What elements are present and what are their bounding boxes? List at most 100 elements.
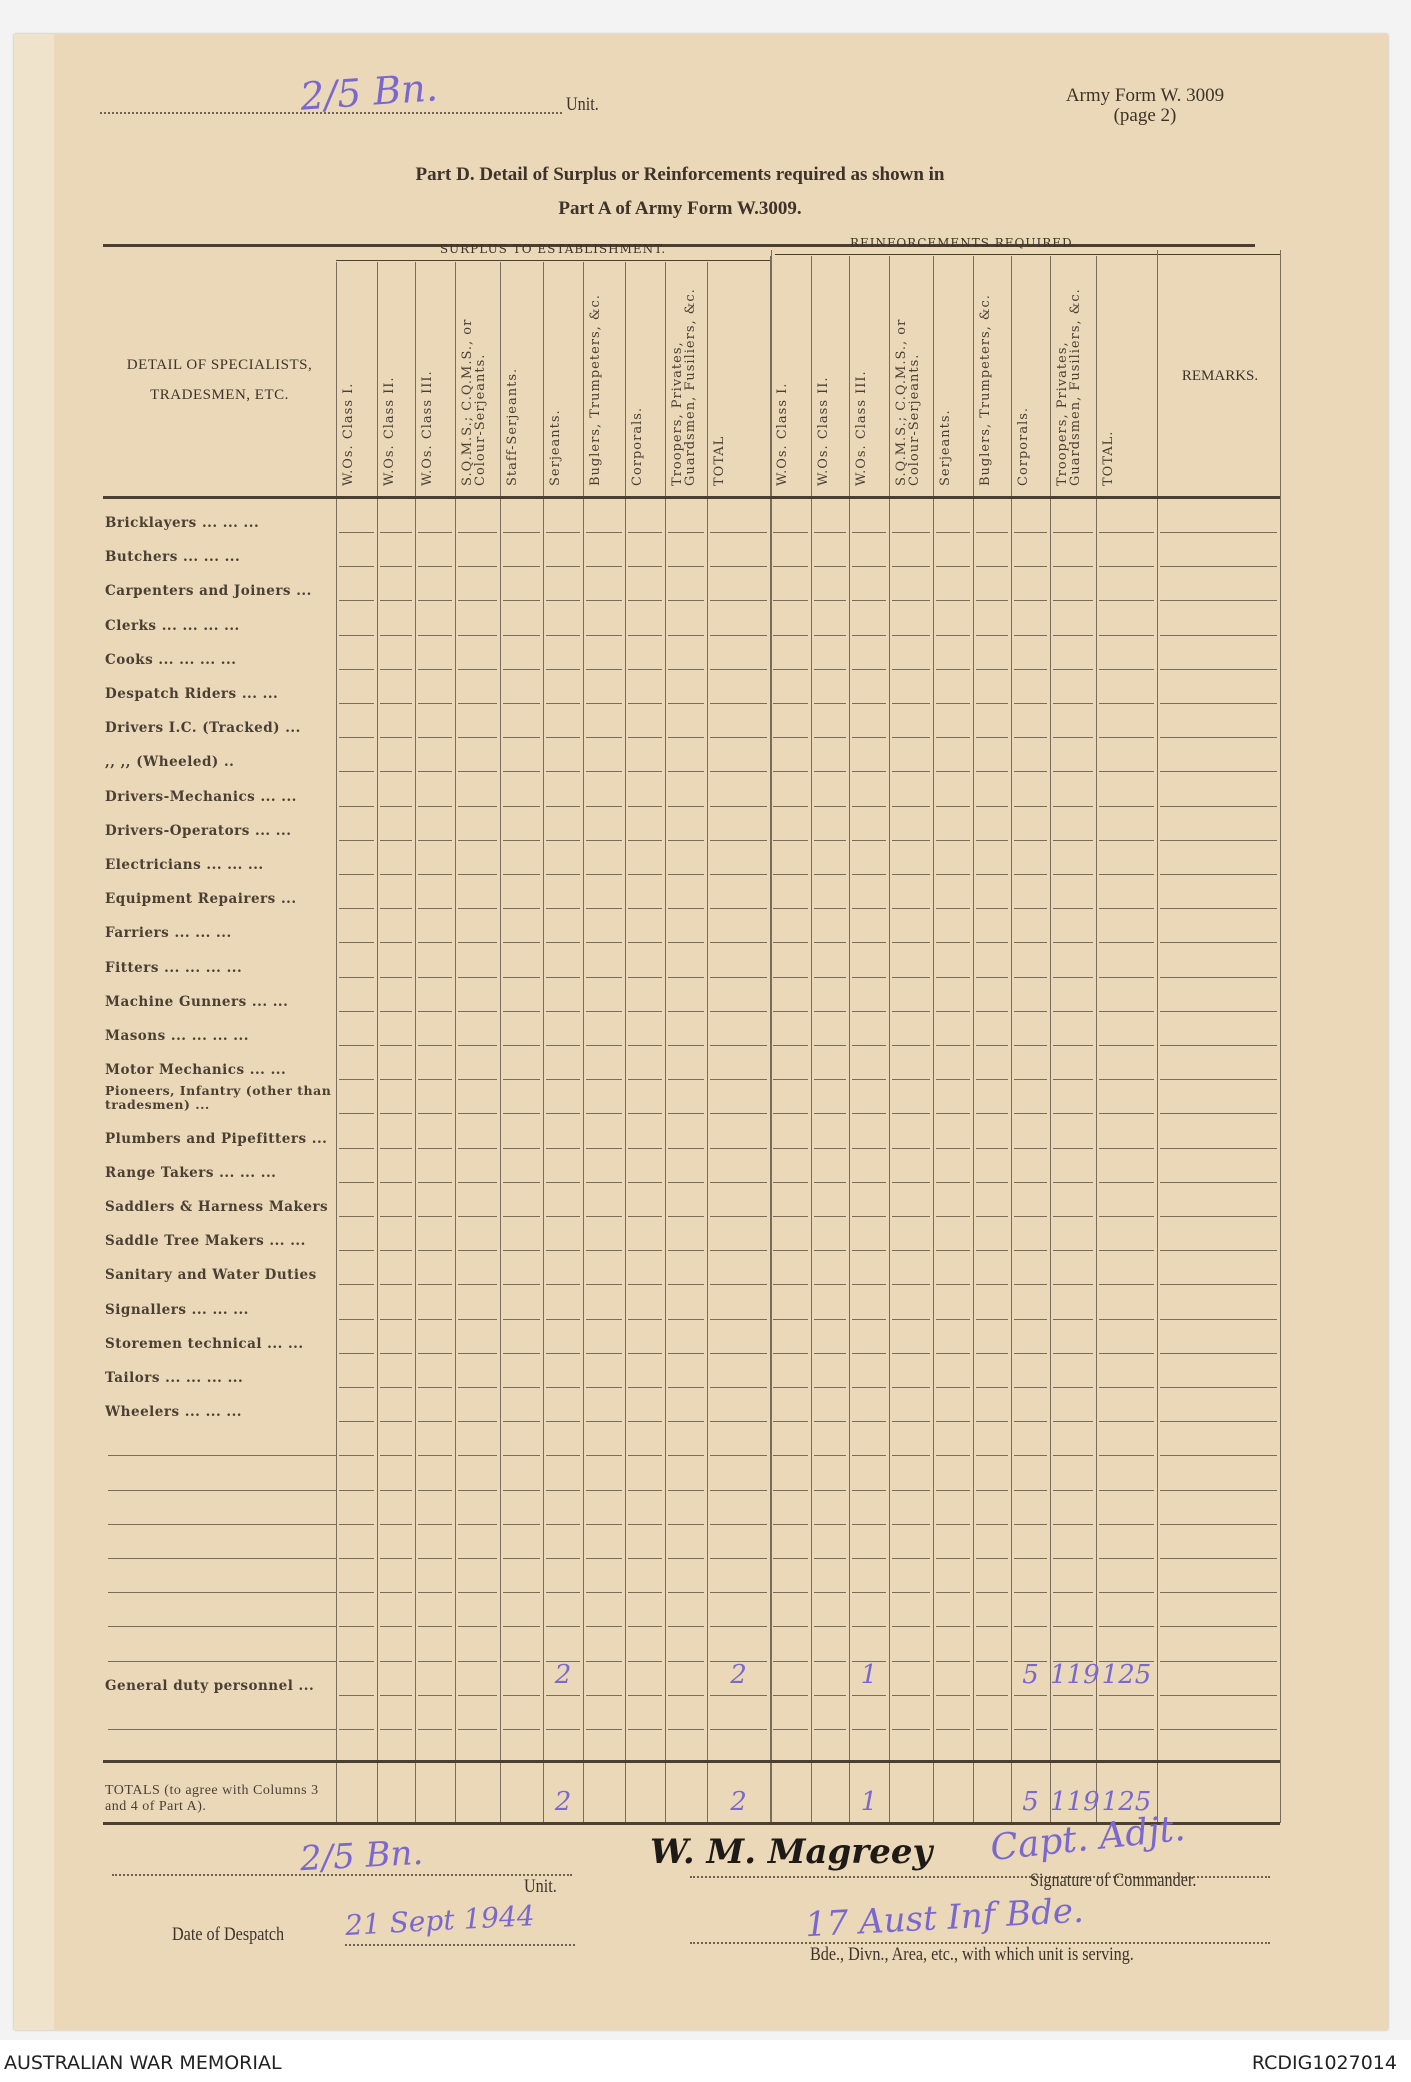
reinforcements-cell[interactable] [889, 1149, 933, 1183]
reinforcements-cell[interactable] [770, 773, 811, 807]
reinforcements-cell[interactable] [770, 499, 811, 533]
reinforcements-cell[interactable] [849, 909, 889, 944]
surplus-cell[interactable] [665, 738, 707, 773]
surplus-cell[interactable] [583, 1080, 625, 1115]
reinforcements-cell[interactable] [1011, 1251, 1050, 1286]
surplus-cell[interactable] [336, 944, 377, 978]
surplus-cell[interactable] [377, 1012, 415, 1046]
surplus-cell[interactable] [336, 773, 377, 807]
reinforcements-cell[interactable] [933, 1217, 973, 1252]
surplus-cell[interactable] [415, 567, 455, 602]
reinforcements-cell[interactable] [889, 670, 933, 704]
reinforcements-cell[interactable] [973, 1115, 1011, 1149]
reinforcements-cell[interactable] [973, 1251, 1011, 1286]
reinforcements-cell[interactable] [973, 1080, 1011, 1115]
reinforcements-cell[interactable] [973, 909, 1011, 944]
reinforcements-cell[interactable] [1096, 1696, 1157, 1730]
surplus-cell[interactable] [543, 773, 583, 807]
surplus-cell[interactable] [415, 533, 455, 568]
surplus-cell[interactable] [415, 1251, 455, 1286]
surplus-cell[interactable] [377, 1251, 415, 1286]
surplus-cell[interactable] [707, 1115, 770, 1149]
surplus-cell[interactable] [415, 909, 455, 944]
surplus-cell[interactable] [377, 670, 415, 704]
reinforcements-cell[interactable] [889, 1217, 933, 1252]
surplus-cell[interactable] [455, 1012, 500, 1046]
surplus-cell[interactable] [415, 499, 455, 533]
surplus-cell[interactable] [625, 1491, 665, 1525]
reinforcements-cell[interactable] [811, 1662, 849, 1696]
reinforcements-cell[interactable]: 5 [1011, 1763, 1050, 1823]
surplus-cell[interactable] [377, 567, 415, 602]
surplus-cell[interactable] [500, 944, 543, 978]
reinforcements-cell[interactable] [889, 533, 933, 568]
reinforcements-cell[interactable] [973, 1046, 1011, 1081]
remarks-cell[interactable] [1157, 704, 1280, 739]
reinforcements-cell[interactable] [811, 1525, 849, 1559]
surplus-cell[interactable] [665, 636, 707, 670]
surplus-cell[interactable] [336, 670, 377, 704]
reinforcements-cell[interactable] [1096, 1422, 1157, 1457]
reinforcements-cell[interactable] [1096, 1491, 1157, 1525]
surplus-cell[interactable] [583, 1115, 625, 1149]
surplus-cell[interactable] [625, 1183, 665, 1217]
surplus-cell[interactable] [500, 636, 543, 670]
surplus-cell[interactable] [455, 841, 500, 875]
surplus-cell[interactable] [500, 1320, 543, 1354]
surplus-cell[interactable] [455, 1593, 500, 1628]
reinforcements-cell[interactable] [849, 567, 889, 602]
reinforcements-cell[interactable] [849, 773, 889, 807]
surplus-cell[interactable] [625, 1080, 665, 1115]
surplus-cell[interactable] [707, 1525, 770, 1559]
reinforcements-cell[interactable] [811, 1012, 849, 1046]
reinforcements-cell[interactable] [1050, 1286, 1096, 1320]
reinforcements-cell[interactable] [849, 1559, 889, 1594]
reinforcements-cell[interactable] [1050, 1559, 1096, 1594]
surplus-cell[interactable] [415, 1559, 455, 1594]
reinforcements-cell[interactable] [973, 978, 1011, 1012]
surplus-cell[interactable] [415, 636, 455, 670]
surplus-cell[interactable] [543, 1388, 583, 1423]
reinforcements-cell[interactable] [973, 1491, 1011, 1525]
surplus-cell[interactable] [336, 533, 377, 568]
surplus-cell[interactable] [625, 499, 665, 533]
reinforcements-cell[interactable] [811, 1457, 849, 1491]
surplus-cell[interactable] [583, 1320, 625, 1354]
surplus-cell[interactable] [583, 738, 625, 773]
surplus-cell[interactable] [665, 1628, 707, 1662]
reinforcements-cell[interactable] [889, 1080, 933, 1115]
reinforcements-cell[interactable] [1050, 1525, 1096, 1559]
remarks-cell[interactable] [1157, 1491, 1280, 1525]
reinforcements-cell[interactable] [889, 499, 933, 533]
reinforcements-cell[interactable] [933, 1251, 973, 1286]
surplus-cell[interactable] [543, 1457, 583, 1491]
surplus-cell[interactable] [665, 1422, 707, 1457]
surplus-cell[interactable] [625, 841, 665, 875]
surplus-cell[interactable] [543, 1593, 583, 1628]
reinforcements-cell[interactable] [811, 944, 849, 978]
surplus-cell[interactable] [455, 1422, 500, 1457]
reinforcements-cell[interactable] [1011, 1320, 1050, 1354]
reinforcements-cell[interactable] [973, 1149, 1011, 1183]
surplus-cell[interactable] [665, 1286, 707, 1320]
reinforcements-cell[interactable]: 125 [1096, 1763, 1157, 1823]
surplus-cell[interactable] [625, 1286, 665, 1320]
surplus-cell[interactable] [583, 1354, 625, 1388]
surplus-cell[interactable] [665, 533, 707, 568]
reinforcements-cell[interactable] [811, 636, 849, 670]
reinforcements-cell[interactable] [1096, 875, 1157, 910]
surplus-cell[interactable] [707, 1012, 770, 1046]
surplus-cell[interactable] [377, 1354, 415, 1388]
reinforcements-cell[interactable] [849, 670, 889, 704]
surplus-cell[interactable] [625, 944, 665, 978]
reinforcements-cell[interactable] [933, 773, 973, 807]
surplus-cell[interactable] [707, 670, 770, 704]
reinforcements-cell[interactable] [1096, 807, 1157, 841]
reinforcements-cell[interactable] [973, 1012, 1011, 1046]
reinforcements-cell[interactable] [1050, 1183, 1096, 1217]
reinforcements-cell[interactable] [933, 1491, 973, 1525]
surplus-cell[interactable] [377, 1525, 415, 1559]
surplus-cell[interactable] [707, 1183, 770, 1217]
remarks-cell[interactable] [1157, 636, 1280, 670]
remarks-cell[interactable] [1157, 602, 1280, 636]
